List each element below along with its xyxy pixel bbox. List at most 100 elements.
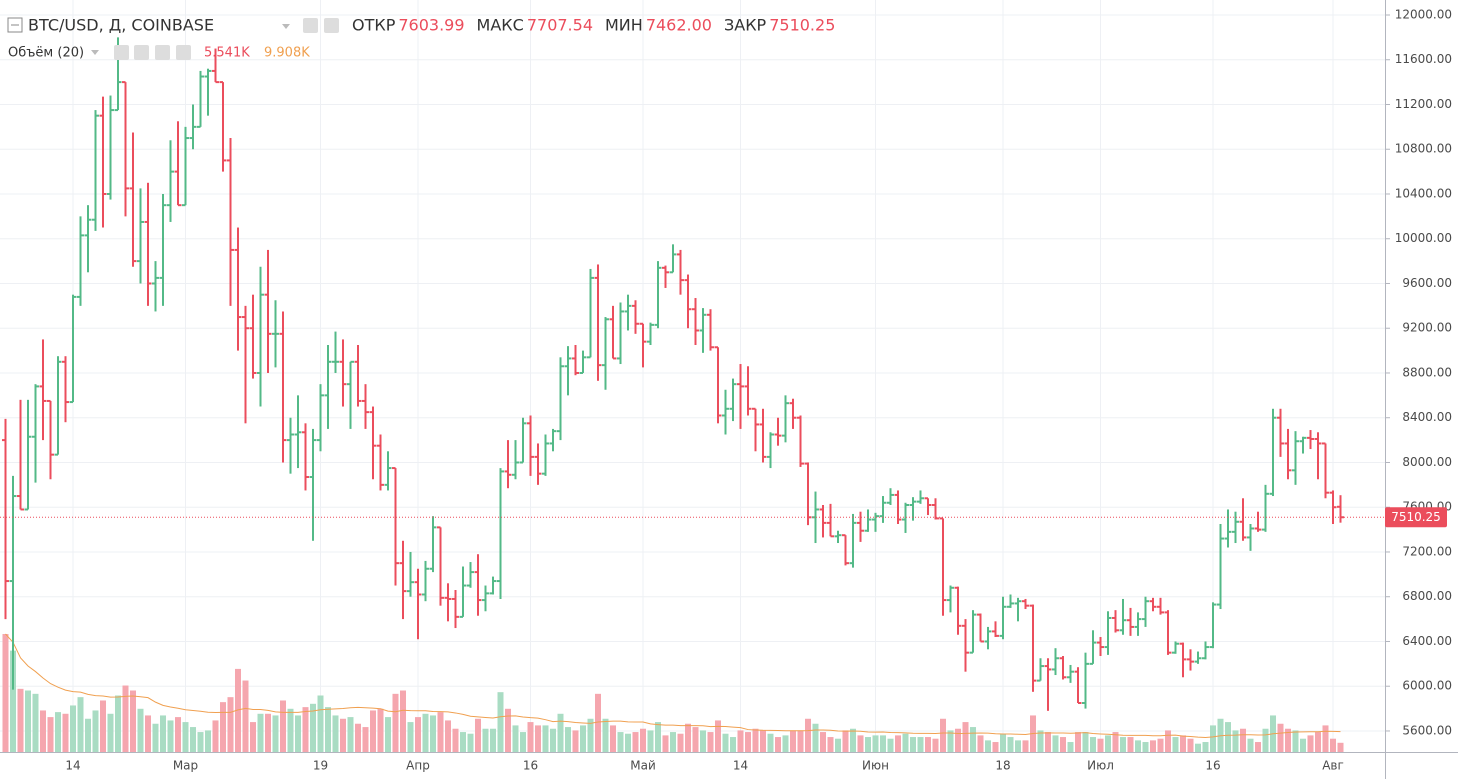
- volume-bar: [565, 727, 571, 752]
- volume-bar: [1067, 742, 1074, 752]
- volume-bar: [895, 735, 901, 752]
- visibility-icon[interactable]: [303, 18, 318, 33]
- volume-bar: [625, 733, 631, 752]
- volume-bar: [445, 720, 451, 752]
- x-tick-label: 14: [733, 759, 748, 773]
- volume-bar: [970, 727, 976, 752]
- volume-bar: [1277, 723, 1284, 752]
- volume-bar: [272, 715, 279, 752]
- volume-bar: [32, 693, 39, 752]
- volume-bar: [812, 723, 819, 752]
- ohlc-name: МИН: [605, 16, 643, 35]
- remove-icon[interactable]: [176, 45, 191, 60]
- volume-bar: [595, 693, 601, 752]
- volume-bar: [407, 722, 414, 752]
- volume-bar: [640, 728, 646, 752]
- volume-bar: [1240, 728, 1246, 752]
- volume-bar: [1052, 735, 1059, 752]
- volume-bar: [47, 717, 54, 752]
- volume-bar: [557, 713, 564, 752]
- x-tick-label: Апр: [406, 759, 430, 773]
- volume-bar: [955, 728, 961, 752]
- volume-bar: [587, 718, 594, 752]
- volume-bar: [722, 733, 729, 752]
- volume-bar: [1255, 742, 1261, 752]
- volume-bar: [790, 730, 796, 752]
- volume-bar: [490, 728, 496, 752]
- volume-bar: [107, 713, 114, 752]
- volume-bar: [85, 718, 91, 752]
- volume-bar: [917, 737, 924, 752]
- volume-bar: [235, 668, 241, 752]
- volume-bar: [115, 695, 121, 752]
- collapse-icon[interactable]: [7, 17, 23, 33]
- volume-bar: [92, 710, 99, 752]
- volume-bar: [280, 700, 286, 752]
- volume-bar: [805, 718, 811, 752]
- y-tick-label: 9200.00: [1402, 321, 1452, 335]
- axes: 12000.00 11600.00 11200.00 10800.00 10400.00…: [65, 7, 1452, 772]
- volume-bar: [1330, 738, 1336, 752]
- volume-bar: [512, 725, 519, 752]
- y-tick-label: 8400.00: [1402, 410, 1452, 424]
- volume-bar: [370, 710, 376, 752]
- volume-bar: [692, 727, 699, 752]
- volume-bar: [535, 725, 541, 752]
- volume-bar: [77, 697, 84, 752]
- settings-icon[interactable]: [324, 18, 339, 33]
- volume-bar: [355, 723, 361, 752]
- volume-bar: [70, 705, 76, 752]
- volume-bar: [542, 725, 549, 752]
- ohlc-value: 7707.54: [527, 16, 593, 35]
- volume-bar: [1127, 737, 1134, 752]
- x-tick-label: 18: [995, 759, 1010, 773]
- volume-bar: [887, 738, 894, 752]
- volume-bar: [850, 728, 856, 752]
- y-tick-label: 5600.00: [1402, 723, 1452, 737]
- visibility-icon[interactable]: [114, 45, 129, 60]
- ohlc-value: 7603.99: [398, 16, 464, 35]
- volume-title: Объём (20): [8, 46, 84, 61]
- y-tick-label: 6400.00: [1402, 634, 1452, 648]
- volume-bar: [2, 634, 9, 752]
- add-icon[interactable]: [155, 45, 170, 60]
- volume-bar: [212, 720, 219, 752]
- volume-bar: [662, 735, 669, 752]
- volume-bar: [25, 690, 31, 752]
- y-tick-label: 11600.00: [1395, 52, 1452, 66]
- volume-bar: [437, 712, 444, 752]
- volume-bar: [700, 730, 706, 752]
- volume-bar: [460, 732, 466, 752]
- volume-bar: [362, 727, 369, 752]
- volume-bar: [40, 710, 46, 752]
- volume-bar: [1322, 725, 1329, 752]
- volume-bar: [1120, 737, 1126, 752]
- volume-bar: [145, 715, 151, 752]
- volume-bar: [707, 732, 714, 752]
- y-tick-label: 8800.00: [1402, 365, 1452, 379]
- volume-bar: [1157, 738, 1164, 752]
- volume-bar: [1195, 743, 1201, 752]
- dropdown-caret[interactable]: [91, 50, 99, 55]
- price-pane: [0, 37, 1385, 711]
- volume-bar: [287, 708, 294, 752]
- volume-bar: [505, 708, 511, 752]
- volume-bar: [100, 700, 106, 752]
- volume-bar: [62, 713, 69, 752]
- volume-bar: [1150, 740, 1156, 752]
- volume-bar: [482, 728, 489, 752]
- volume-bar: [827, 737, 834, 752]
- dropdown-caret[interactable]: [282, 24, 290, 29]
- volume-bar: [1165, 730, 1171, 752]
- settings-icon[interactable]: [134, 45, 149, 60]
- volume-bar: [940, 718, 946, 752]
- volume-bar: [647, 730, 654, 752]
- volume-bar: [1337, 742, 1344, 752]
- volume-bar: [1075, 732, 1081, 752]
- volume-bar: [685, 723, 691, 752]
- volume-bar: [1225, 722, 1231, 752]
- ohlc-name: МАКС: [477, 16, 524, 35]
- volume-bar: [17, 688, 24, 752]
